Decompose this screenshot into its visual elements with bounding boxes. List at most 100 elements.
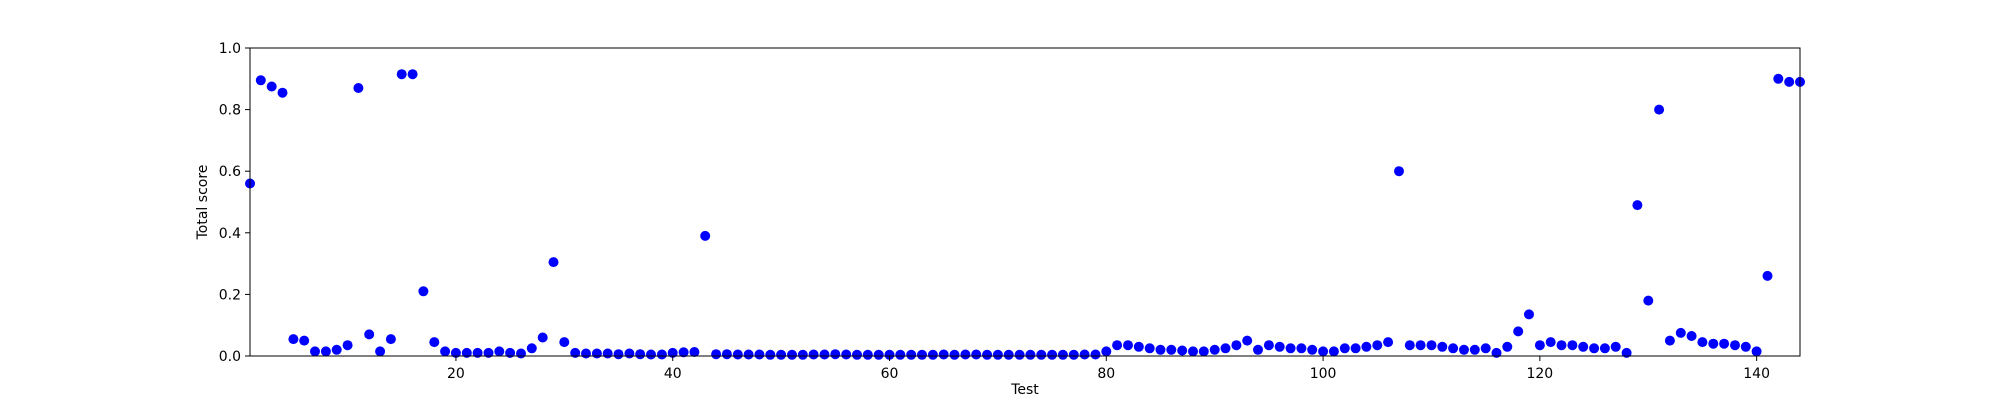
data-point [992, 349, 1003, 360]
data-point [494, 346, 505, 357]
data-point [342, 340, 353, 351]
data-point [1621, 347, 1632, 358]
data-point [450, 347, 461, 358]
data-point [1664, 335, 1675, 346]
points-layer [245, 69, 1805, 360]
data-point [949, 349, 960, 360]
x-tick-label: 20 [447, 366, 465, 382]
data-point [1123, 340, 1133, 351]
data-point [1361, 341, 1372, 352]
data-point [570, 347, 581, 358]
data-point [385, 334, 396, 345]
data-point [938, 349, 949, 360]
x-tick-label: 60 [881, 366, 899, 382]
data-point [277, 87, 288, 98]
data-point [1513, 326, 1524, 337]
data-point [331, 344, 342, 355]
data-point [1643, 295, 1654, 306]
data-point [1155, 344, 1166, 355]
x-tick-label: 80 [1097, 366, 1115, 382]
data-point [1079, 349, 1090, 360]
data-point [700, 230, 711, 241]
data-point [971, 349, 982, 360]
data-point [1263, 340, 1274, 351]
y-tick-label: 1.0 [219, 41, 241, 57]
data-point [656, 349, 667, 360]
data-point [505, 347, 516, 358]
data-point [1654, 104, 1665, 115]
data-point [743, 349, 754, 360]
data-point [917, 349, 927, 360]
data-point [960, 349, 971, 360]
data-point [895, 349, 906, 360]
x-axis-label: Test [1010, 382, 1039, 398]
data-point [787, 349, 797, 360]
data-point [1589, 343, 1600, 354]
data-point [548, 257, 559, 268]
data-point [1502, 341, 1513, 352]
data-point [1730, 340, 1740, 351]
data-point [1036, 349, 1047, 360]
data-point [1101, 346, 1112, 357]
data-point [537, 332, 548, 343]
data-point [310, 346, 320, 357]
x-tick-label: 120 [1526, 366, 1553, 382]
data-point [1632, 200, 1643, 211]
data-point [1751, 346, 1762, 357]
data-point [797, 349, 808, 360]
data-point [711, 349, 722, 360]
data-point [1567, 340, 1578, 351]
data-point [1599, 343, 1610, 354]
data-point [1773, 73, 1784, 84]
data-point [429, 337, 440, 348]
data-point [776, 349, 787, 360]
data-point [407, 69, 418, 80]
data-point [1274, 341, 1285, 352]
y-axis-ticks: 0.0 0.2 0.4 0.6 0.8 1.0 [219, 41, 250, 365]
data-point [1047, 349, 1058, 360]
data-point [1675, 327, 1686, 338]
data-point [1491, 347, 1502, 358]
data-point [1426, 340, 1437, 351]
data-point [516, 348, 526, 359]
y-tick-label: 0.8 [219, 103, 241, 119]
data-point [1697, 337, 1708, 348]
data-point [1144, 343, 1155, 354]
data-point [624, 348, 635, 359]
data-point [266, 81, 277, 92]
data-point [1394, 166, 1404, 177]
data-point [1014, 349, 1025, 360]
data-point [1545, 337, 1556, 348]
data-point [1328, 346, 1339, 357]
plot-frame [249, 47, 1801, 357]
data-point [1307, 344, 1318, 355]
data-point [613, 349, 624, 360]
data-point [440, 346, 451, 357]
data-point [1415, 340, 1426, 351]
data-point [873, 349, 884, 360]
data-point [1404, 340, 1415, 351]
x-axis-ticks: 20 40 60 80 100 120 140 [447, 356, 1770, 382]
data-point [1686, 331, 1697, 341]
data-point [1220, 343, 1231, 354]
data-point [852, 349, 862, 360]
data-point [375, 346, 386, 357]
data-point [678, 347, 689, 358]
data-point [819, 349, 830, 360]
data-point [1209, 344, 1220, 355]
data-point [418, 286, 429, 297]
x-tick-label: 40 [664, 366, 682, 382]
data-point [581, 348, 591, 359]
data-point [1285, 343, 1296, 354]
data-point [862, 349, 873, 360]
data-point [1057, 349, 1068, 360]
data-point [526, 343, 537, 354]
data-point [602, 348, 613, 359]
data-point [1350, 343, 1361, 354]
data-point [1166, 344, 1177, 355]
data-point [1556, 340, 1567, 351]
data-point [1025, 349, 1036, 360]
data-point [591, 348, 602, 359]
data-point [461, 347, 472, 358]
